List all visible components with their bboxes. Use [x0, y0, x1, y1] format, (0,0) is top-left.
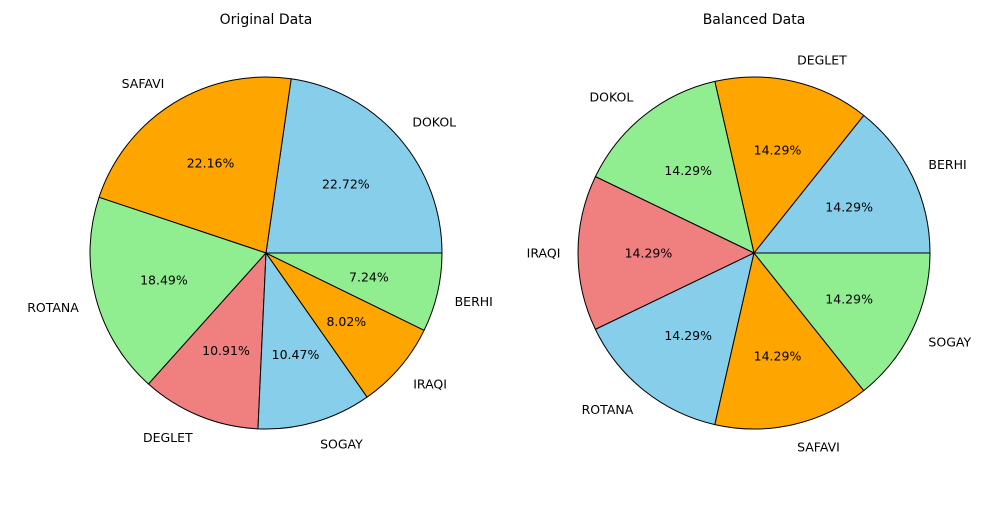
- pie-category-label-original-iraqi: IRAQI: [413, 376, 447, 391]
- pie-pct-label-original-iraqi: 8.02%: [326, 314, 366, 329]
- pie-category-label-balanced-sogay: SOGAY: [928, 335, 971, 350]
- pie-category-label-balanced-dokol: DOKOL: [590, 90, 634, 105]
- pie-category-label-original-sogay: SOGAY: [320, 436, 363, 451]
- pie-pct-label-balanced-iraqi: 14.29%: [625, 246, 673, 261]
- pie-category-label-balanced-safavi: SAFAVI: [797, 439, 840, 454]
- pie-slice-balanced-iraqi: [577, 176, 755, 330]
- pie-pct-label-original-safavi: 22.16%: [187, 156, 235, 171]
- pie-slice-balanced-deglet: [714, 76, 865, 254]
- pie-chart-original: 22.72% DOKOL 22.16% SAFAVI 18.49% ROTANA 10.91…: [27, 12, 493, 451]
- pie-slice-balanced-dokol: [594, 80, 755, 254]
- pie-pct-label-balanced-sogay: 14.29%: [825, 291, 873, 306]
- pie-slice-original-safavi: [98, 76, 292, 254]
- pie-slice-balanced-berhi: [753, 114, 931, 254]
- pie-category-label-original-rotana: ROTANA: [27, 300, 79, 315]
- pie-slice-original-berhi: [265, 252, 443, 331]
- pie-pct-label-balanced-deglet: 14.29%: [754, 143, 802, 158]
- pie-slice-balanced-safavi: [714, 252, 865, 430]
- pie-category-label-balanced-rotana: ROTANA: [582, 402, 634, 417]
- pie-category-label-balanced-deglet: DEGLET: [797, 52, 847, 67]
- pie-chart-balanced: 14.29% BERHI 14.29% DEGLET 14.29% DOKOL 14.29%…: [527, 12, 972, 454]
- pie-pct-label-balanced-safavi: 14.29%: [754, 348, 802, 363]
- pie-pct-label-balanced-dokol: 14.29%: [664, 163, 712, 178]
- pie-pct-label-original-deglet: 10.91%: [202, 343, 250, 358]
- chart-title-balanced: Balanced Data: [703, 12, 806, 28]
- chart-title-original: Original Data: [220, 12, 313, 28]
- pie-category-label-balanced-iraqi: IRAQI: [527, 246, 561, 261]
- pie-slice-original-dokol: [265, 78, 443, 254]
- pie-category-label-original-berhi: BERHI: [455, 294, 493, 309]
- pie-category-label-original-safavi: SAFAVI: [122, 76, 165, 91]
- pie-slice-original-rotana: [89, 196, 267, 385]
- pie-pct-label-original-sogay: 10.47%: [272, 347, 320, 362]
- pie-slice-balanced-rotana: [594, 252, 755, 426]
- pie-slice-original-iraqi: [265, 252, 425, 398]
- pie-pct-label-original-rotana: 18.49%: [140, 273, 188, 288]
- pie-slice-original-sogay: [257, 252, 368, 430]
- pie-category-label-balanced-berhi: BERHI: [928, 157, 966, 172]
- pie-pct-label-original-dokol: 22.72%: [322, 176, 370, 191]
- pie-category-label-original-dokol: DOKOL: [412, 114, 456, 129]
- pie-slice-original-deglet: [147, 252, 267, 430]
- pie-pct-label-balanced-rotana: 14.29%: [664, 328, 712, 343]
- pie-category-label-original-deglet: DEGLET: [143, 430, 193, 445]
- pie-pct-label-original-berhi: 7.24%: [349, 269, 389, 284]
- pie-slice-balanced-sogay: [753, 252, 931, 392]
- pie-pct-label-balanced-berhi: 14.29%: [825, 200, 873, 215]
